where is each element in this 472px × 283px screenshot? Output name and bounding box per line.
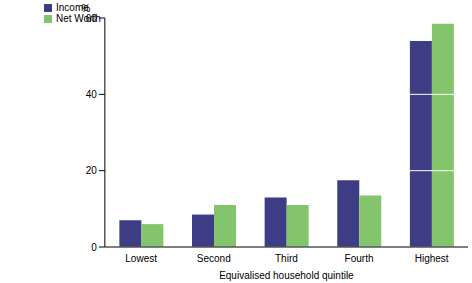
svg-text:Fourth: Fourth — [345, 253, 374, 264]
svg-text:%: % — [81, 3, 90, 14]
svg-text:Second: Second — [197, 253, 231, 264]
svg-text:Third: Third — [275, 253, 298, 264]
svg-text:Equivalised household quintile: Equivalised household quintile — [219, 270, 354, 281]
svg-text:60: 60 — [86, 13, 98, 24]
svg-text:40: 40 — [86, 89, 98, 100]
svg-text:Highest: Highest — [415, 253, 449, 264]
svg-text:0: 0 — [91, 242, 97, 253]
svg-text:Lowest: Lowest — [125, 253, 157, 264]
svg-text:20: 20 — [86, 165, 98, 176]
